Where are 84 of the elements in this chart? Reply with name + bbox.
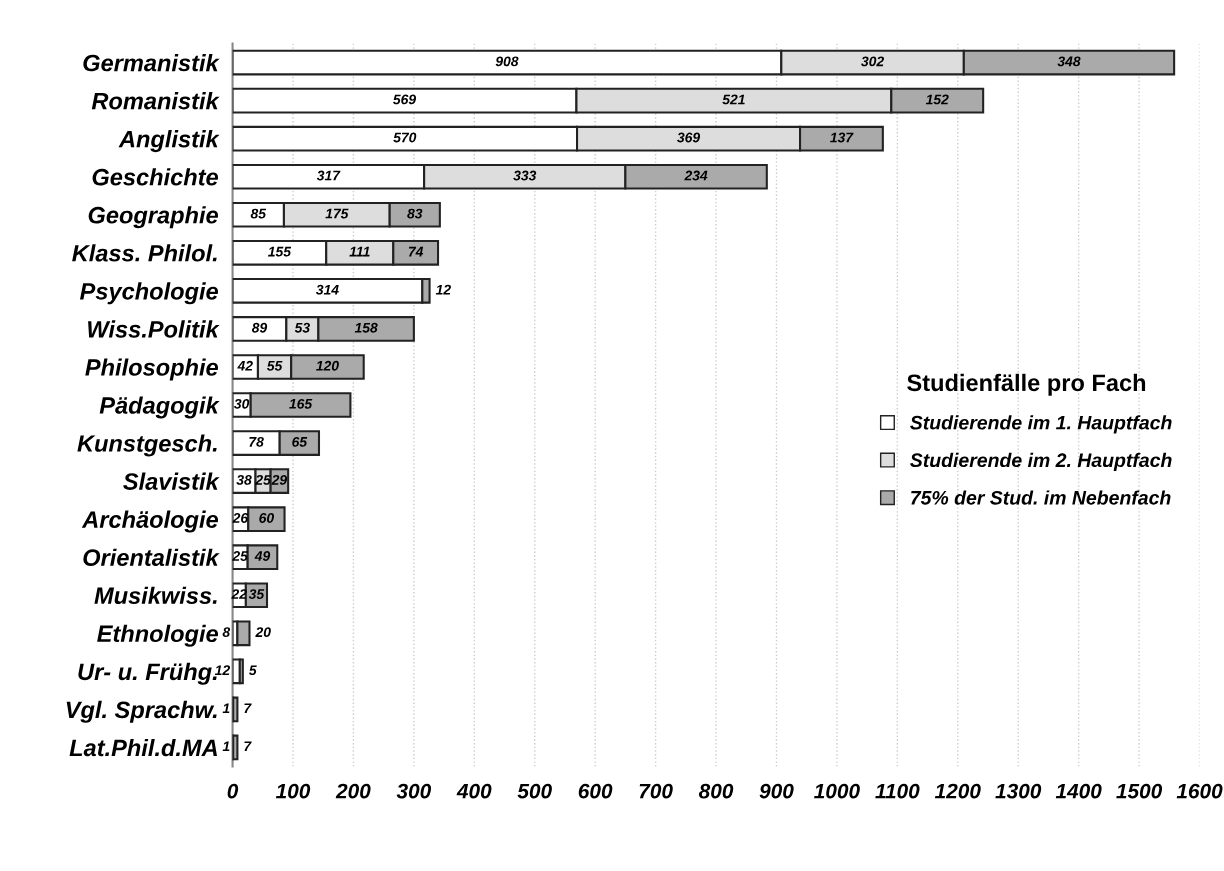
y-tick-label: Anglistik xyxy=(118,130,220,153)
x-tick-label: 1100 xyxy=(875,783,920,799)
y-tick-label: Pädagogik xyxy=(99,396,220,419)
y-tick-label: Kunstgesch. xyxy=(77,434,217,457)
x-tick-label: 1400 xyxy=(1055,783,1102,799)
data-label: 155 xyxy=(268,246,292,257)
data-label: 38 xyxy=(236,475,252,485)
data-label: 111 xyxy=(349,246,370,257)
y-tick-label: Wiss.Politik xyxy=(88,320,220,338)
data-label: 7 xyxy=(244,703,252,713)
x-tick-label: 1600 xyxy=(1176,783,1223,799)
data-label: 1 xyxy=(222,703,230,713)
x-tick-label: 200 xyxy=(335,783,371,799)
data-label: 120 xyxy=(316,360,339,371)
legend-label: Studierende im 1. Hauptfach xyxy=(910,415,1172,434)
data-label: 83 xyxy=(407,208,423,219)
data-label: 302 xyxy=(861,56,885,67)
data-label: 158 xyxy=(354,322,378,333)
data-label: 175 xyxy=(325,208,349,219)
data-label: 317 xyxy=(316,170,341,181)
data-label: 314 xyxy=(315,284,339,295)
y-tick-label: Lat.Phil.d.MA xyxy=(69,738,217,757)
legend-title: Studienfälle pro Fach xyxy=(907,373,1146,396)
data-label: 65 xyxy=(292,436,308,447)
data-label: 35 xyxy=(248,589,265,599)
data-label: 30 xyxy=(234,398,250,409)
y-tick-label: Germanistik xyxy=(83,54,220,72)
x-tick-label: 0 xyxy=(227,783,239,799)
data-label: 5 xyxy=(249,665,257,676)
data-label: 12 xyxy=(214,665,230,675)
y-tick-label: Romanistik xyxy=(91,92,220,110)
y-tick-label: Orientalistik xyxy=(83,548,220,566)
x-tick-label: 600 xyxy=(578,783,613,799)
legend-label: 75% der Stud. im Nebenfach xyxy=(911,490,1171,505)
bar xyxy=(236,620,251,647)
x-tick-label: 1000 xyxy=(814,783,860,799)
data-label: 74 xyxy=(408,246,424,257)
data-label: 8 xyxy=(222,627,231,638)
x-tick-label: 800 xyxy=(698,783,734,799)
legend-label: Studierende im 2. Hauptfach xyxy=(910,452,1172,471)
y-tick-label: Ethnologie xyxy=(97,624,219,647)
y-tick-label: Klass. Philol. xyxy=(72,244,217,262)
data-label: 1 xyxy=(222,741,230,752)
data-label: 53 xyxy=(294,322,310,333)
data-label: 89 xyxy=(251,322,268,333)
data-label: 333 xyxy=(513,170,537,181)
data-label: 152 xyxy=(925,94,949,105)
data-label: 908 xyxy=(495,56,519,67)
data-label: 521 xyxy=(722,94,745,105)
x-tick-label: 900 xyxy=(759,783,794,799)
x-tick-label: 700 xyxy=(639,783,673,799)
data-label: 369 xyxy=(677,132,701,143)
y-tick-label: Philosophie xyxy=(85,358,219,381)
x-tick-label: 1200 xyxy=(934,783,981,799)
data-label: 12 xyxy=(435,284,451,295)
data-label: 20 xyxy=(255,627,271,638)
data-label: 348 xyxy=(1057,56,1081,67)
x-tick-label: 300 xyxy=(396,783,432,799)
data-label: 165 xyxy=(289,398,313,409)
data-label: 29 xyxy=(271,475,288,485)
y-tick-label: Slavistik xyxy=(123,472,220,490)
y-tick-label: Geographie xyxy=(88,206,219,229)
x-tick-label: 100 xyxy=(275,783,311,799)
data-label: 42 xyxy=(237,360,253,371)
data-label: 570 xyxy=(393,132,417,143)
y-tick-label: Ur- u. Frühg. xyxy=(78,662,217,685)
y-tick-label: Psychologie xyxy=(80,282,219,305)
data-label: 60 xyxy=(259,513,274,523)
data-label: 7 xyxy=(244,741,252,752)
y-tick-label: Vgl. Sprachw. xyxy=(66,700,217,723)
x-tick-label: 400 xyxy=(456,783,492,799)
y-tick-label: Geschichte xyxy=(92,168,219,186)
data-label: 55 xyxy=(266,361,283,371)
y-tick-label: Musikwiss. xyxy=(94,586,217,605)
y-tick-label: Archäologie xyxy=(81,510,219,533)
x-tick-label: 500 xyxy=(517,783,552,799)
data-label: 78 xyxy=(249,436,264,447)
data-label: 234 xyxy=(684,170,708,181)
x-tick-label: 1300 xyxy=(995,783,1042,799)
data-label: 85 xyxy=(250,208,267,219)
data-label: 569 xyxy=(393,94,417,105)
x-tick-label: 1500 xyxy=(1116,783,1163,799)
data-label: 49 xyxy=(254,551,271,561)
data-label: 137 xyxy=(830,132,854,143)
